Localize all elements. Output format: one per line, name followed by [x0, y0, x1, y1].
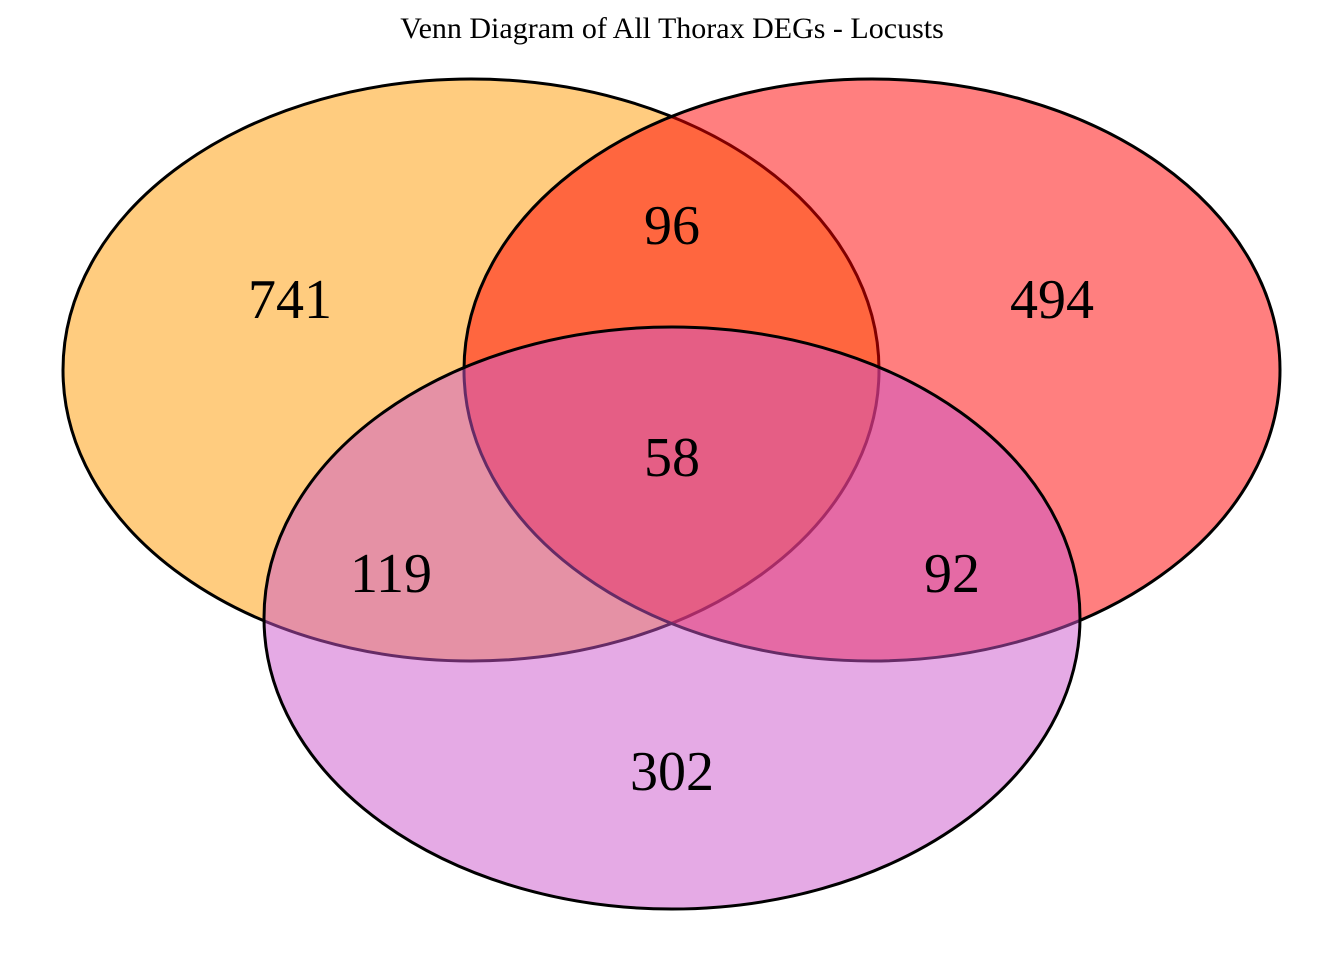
region-c-only: 302	[630, 741, 714, 803]
region-a-c: 119	[350, 543, 432, 605]
region-a-b: 96	[644, 195, 700, 257]
region-a-only: 741	[248, 269, 332, 331]
region-a-b-c: 58	[644, 427, 700, 489]
set-c-ellipse	[262, 325, 1082, 911]
region-b-c: 92	[924, 543, 980, 605]
region-b-only: 494	[1010, 269, 1094, 331]
diagram-title: Venn Diagram of All Thorax DEGs - Locust…	[400, 12, 944, 45]
